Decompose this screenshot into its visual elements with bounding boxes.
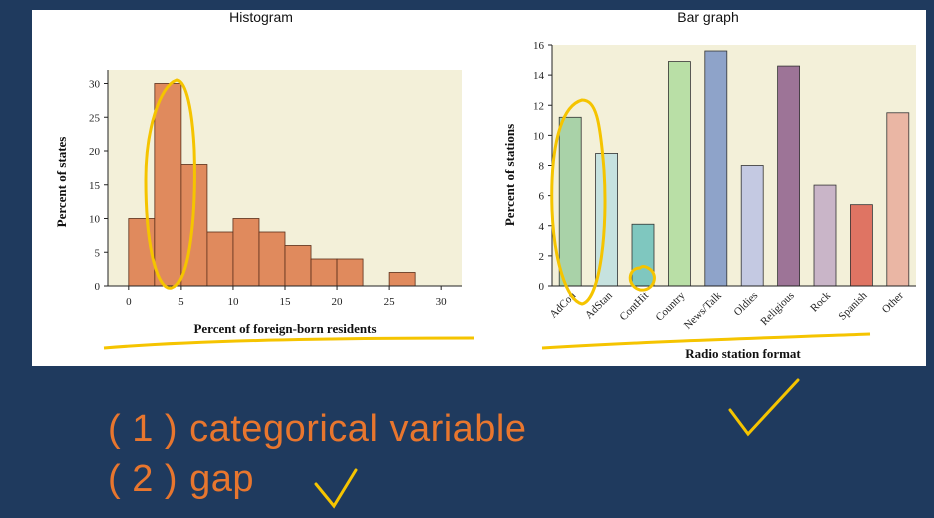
histogram-bar	[180, 164, 208, 287]
bar-graph-y-tick-label: 6	[539, 191, 545, 203]
bar-graph-category-label: Other	[880, 289, 906, 315]
bar-graph-category-label: AdCon	[547, 289, 578, 320]
annotation-checkmark-bottom	[314, 468, 358, 509]
histogram-bar	[284, 245, 312, 287]
bar-graph-bar	[595, 153, 618, 287]
histogram-bar	[232, 218, 260, 287]
histogram-bar	[258, 231, 286, 287]
histogram-bar	[128, 218, 156, 287]
histogram-x-tick-label: 0	[126, 296, 132, 308]
histogram-bar	[154, 83, 182, 287]
bar-graph-category-label: Rock	[808, 289, 833, 314]
histogram-y-tick-label: 10	[89, 214, 101, 226]
bar-graph-bar	[886, 112, 910, 287]
histogram-x-axis-label: Percent of foreign-born residents	[193, 321, 376, 336]
bar-graph-y-tick-label: 0	[539, 281, 545, 293]
bar-graph-category-label: ContHit	[618, 290, 652, 324]
histogram-y-tick-label: 25	[89, 112, 101, 124]
histogram-bar	[336, 258, 364, 287]
bar-graph-bar	[704, 50, 728, 287]
histogram-y-tick-label: 5	[95, 247, 101, 259]
bar-graph-y-tick-label: 10	[533, 130, 545, 142]
bar-graph-y-tick-label: 4	[539, 221, 545, 233]
bar-graph-bar	[813, 184, 837, 287]
bar-graph-y-tick-label: 2	[539, 251, 545, 263]
bar-graph-category-label: News/Talk	[682, 289, 724, 331]
histogram-x-tick-label: 15	[280, 296, 292, 308]
bar-graph-bar	[558, 116, 582, 287]
annotation-checkmark-top	[728, 378, 800, 437]
bar-graph-bar	[631, 223, 655, 287]
histogram-y-axis-label: Percent of states	[54, 137, 69, 228]
histogram-bar	[206, 231, 234, 287]
bar-graph-bar	[850, 204, 873, 287]
histogram-x-tick-label: 25	[384, 296, 396, 308]
note-gap: ( 2 ) gap	[108, 458, 255, 500]
histogram-chart: Histogram 0 5 10 15 20 25 30 0 5 10 15 20 25 30 Perc…	[54, 10, 462, 336]
histogram-y-tick-label: 15	[89, 180, 101, 192]
bar-graph-chart: Bar graph AdCon AdStan ContHit CountryNews/…	[502, 10, 916, 361]
bar-graph-y-axis-label: Percent of stations	[502, 124, 517, 226]
bar-graph-x-axis-label: Radio station format	[685, 346, 801, 361]
histogram-bar	[310, 258, 338, 287]
bar-graph-bar	[740, 165, 764, 287]
bar-graph-y-tick-label: 12	[533, 100, 544, 112]
histogram-y-tick-label: 0	[95, 281, 101, 293]
histogram-x-tick-label: 20	[332, 296, 344, 308]
bar-graph-category-label: Religious	[758, 290, 796, 328]
bar-graph-y-tick-label: 8	[539, 161, 545, 173]
bar-graph-category-label: Spanish	[836, 289, 869, 322]
bar-graph-y-tick-label: 16	[533, 40, 545, 52]
bar-graph-category-label: Country	[654, 289, 688, 323]
bar-graph-category-label: Oldies	[732, 290, 761, 319]
bar-graph-y-tick-label: 14	[533, 70, 545, 82]
histogram-bar	[388, 272, 416, 287]
bar-graph-bar	[668, 61, 691, 287]
note-categorical-variable: ( 1 ) categorical variable	[108, 408, 527, 450]
histogram-x-tick-label: 30	[436, 296, 448, 308]
histogram-title: Histogram	[229, 10, 293, 25]
bar-graph-category-label: AdStan	[583, 289, 615, 321]
figure-panel: Histogram 0 5 10 15 20 25 30 0 5 10 15 20 25 30 Perc…	[32, 10, 926, 366]
histogram-y-tick-label: 30	[89, 79, 101, 91]
histogram-x-tick-label: 10	[227, 296, 239, 308]
histogram-x-tick-label: 5	[178, 296, 184, 308]
bar-graph-bar	[777, 65, 800, 287]
histogram-y-tick-label: 20	[89, 146, 101, 158]
bar-graph-title: Bar graph	[677, 10, 738, 25]
